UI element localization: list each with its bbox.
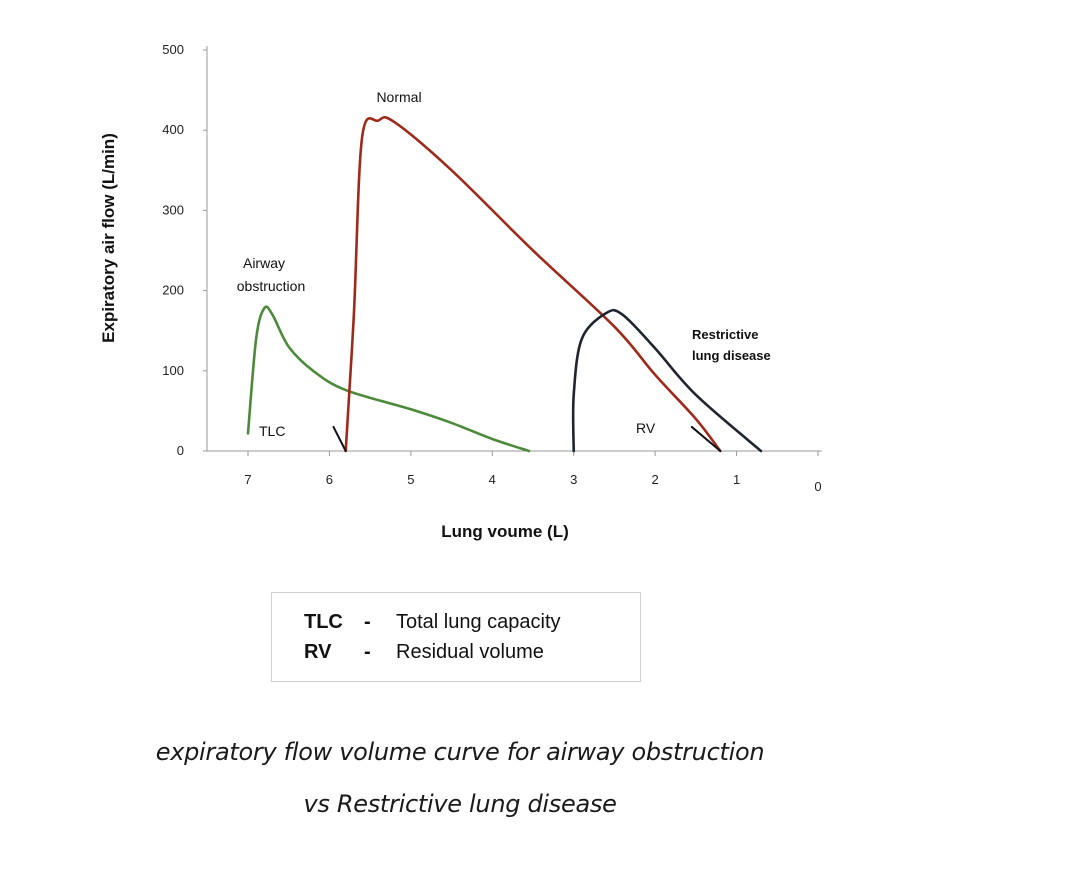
y-axis-title: Expiratory air flow (L/min) bbox=[99, 133, 118, 343]
caption-line-1: expiratory flow volume curve for airway … bbox=[155, 738, 765, 766]
legend-abbr: RV bbox=[304, 641, 332, 663]
airway-label-line2: obstruction bbox=[237, 278, 305, 294]
tlc-label: TLC bbox=[259, 423, 285, 439]
series-line-restrictive-lung-disease bbox=[571, 308, 763, 453]
chart-axes bbox=[206, 46, 822, 452]
series-line-rv bbox=[690, 425, 722, 452]
restrictive-label-line1: Restrictive bbox=[692, 327, 758, 342]
x-tick-label: 2 bbox=[652, 472, 659, 487]
series-line-airway-obstruction bbox=[246, 305, 531, 453]
y-tick-label: 500 bbox=[162, 42, 184, 57]
chart-series bbox=[246, 115, 763, 453]
airway-label-line1: Airway bbox=[243, 255, 285, 271]
x-tick-label: 0 bbox=[814, 479, 821, 494]
legend-text: Residual volume bbox=[396, 641, 544, 663]
x-tick-label: 1 bbox=[733, 472, 740, 487]
x-tick-label: 5 bbox=[407, 472, 414, 487]
normal-label: Normal bbox=[376, 89, 421, 105]
rv-label: RV bbox=[636, 420, 656, 436]
caption-line-2: vs Restrictive lung disease bbox=[303, 790, 617, 818]
y-tick-label: 0 bbox=[177, 443, 184, 458]
y-tick-label: 400 bbox=[162, 122, 184, 137]
abbreviation-legend: TLC - Total lung capacity RV - Residual volu… bbox=[271, 592, 641, 682]
chart-ticks: 0 100 200 300 400 500 7 6 5 4 3 2 1 0 bbox=[162, 42, 821, 494]
x-tick-label: 4 bbox=[489, 472, 496, 487]
legend-text: Total lung capacity bbox=[396, 611, 561, 633]
legend-dash: - bbox=[364, 611, 371, 633]
x-tick-label: 3 bbox=[570, 472, 577, 487]
x-tick-label: 7 bbox=[244, 472, 251, 487]
y-tick-label: 100 bbox=[162, 363, 184, 378]
legend-dash: - bbox=[364, 641, 371, 663]
chart-annotations: Normal Airway obstruction Restrictive lung d… bbox=[237, 89, 771, 439]
legend-abbr: TLC bbox=[304, 611, 343, 633]
x-axis-title: Lung voume (L) bbox=[441, 522, 568, 541]
x-tick-label: 6 bbox=[326, 472, 333, 487]
y-tick-label: 200 bbox=[162, 283, 184, 298]
restrictive-label-line2: lung disease bbox=[692, 348, 771, 363]
legend-row-rv: RV - Residual volume bbox=[304, 641, 544, 664]
series-line-tlc bbox=[332, 425, 347, 452]
series-line-normal bbox=[344, 115, 722, 453]
legend-row-tlc: TLC - Total lung capacity bbox=[304, 611, 561, 634]
y-tick-label: 300 bbox=[162, 202, 184, 217]
